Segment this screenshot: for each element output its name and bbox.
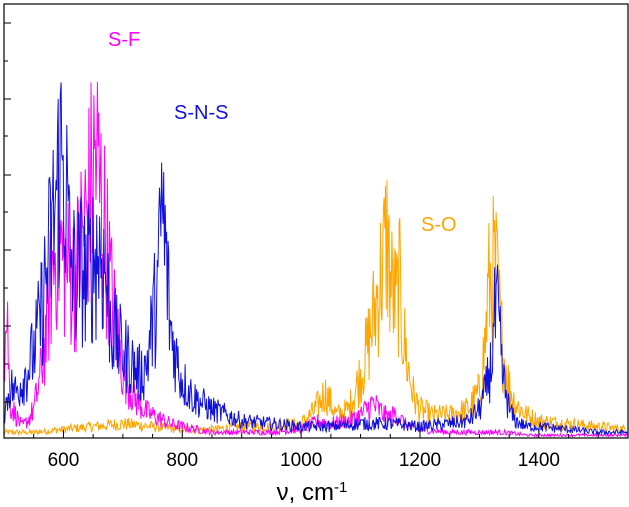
annotation-s-o: S-O: [421, 214, 457, 236]
x-tick-label: 800: [166, 450, 198, 471]
annotation-layer: S-F S-N-S S-O: [108, 29, 457, 236]
x-tick-label: 1000: [280, 450, 322, 471]
x-tick-label: 600: [48, 450, 80, 471]
x-axis-title-superscript: -1: [334, 479, 347, 496]
x-axis-title-main: ν, cm: [277, 479, 334, 506]
x-tick-label: 1400: [518, 450, 560, 471]
x-tick-label: 1200: [399, 450, 441, 471]
series-line-1: [3, 82, 628, 437]
annotation-s-n-s: S-N-S: [174, 102, 228, 124]
series-layer: [3, 81, 628, 439]
annotation-s-f: S-F: [108, 29, 140, 51]
plot-frame: [3, 3, 629, 439]
series-line-2: [3, 180, 628, 437]
x-axis-title: ν, cm-1: [277, 479, 348, 507]
ticks-layer: 600 800 1000 1200 1400: [3, 22, 629, 471]
